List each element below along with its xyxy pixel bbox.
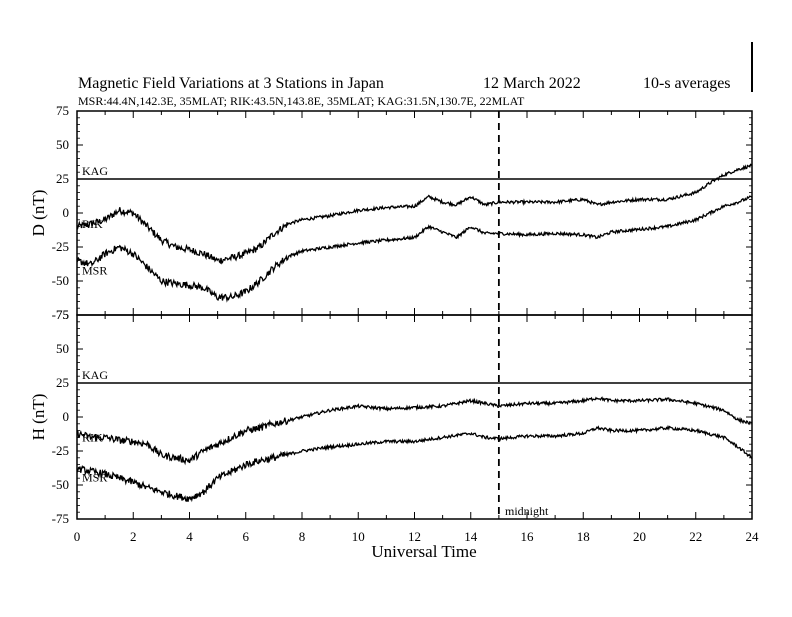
h-series-label-kag: KAG [82, 368, 108, 382]
h-ytick-label: -75 [52, 511, 69, 526]
d-series-label-rik: RIK [82, 217, 103, 231]
d-ytick-label: -50 [52, 273, 69, 288]
d-series-label-kag: KAG [82, 164, 108, 178]
x-tick-label: 22 [689, 529, 702, 544]
x-tick-label: 24 [746, 529, 760, 544]
chart-averaging: 10-s averages [643, 75, 731, 92]
chart-marks: 75 50 25 0 -25 -50 -75 KAG RIK MSR 75 50 25 0 -25 -50 -7… [52, 103, 759, 544]
midnight-label: midnight [505, 504, 549, 518]
x-tick-label: 0 [74, 529, 81, 544]
d-ytick-label: 50 [56, 137, 69, 152]
x-tick-label: 6 [243, 529, 250, 544]
h-ytick-label: 25 [56, 375, 69, 390]
x-tick-label: 2 [130, 529, 137, 544]
d-series-label-msr: MSR [82, 264, 107, 278]
h-series-label-msr: MSR [82, 470, 107, 484]
d-axis-title: D (nT) [29, 190, 48, 237]
x-tick-label: 12 [408, 529, 421, 544]
x-tick-label: 14 [464, 529, 478, 544]
h-ytick-label: -25 [52, 443, 69, 458]
chart-title: Magnetic Field Variations at 3 Stations … [78, 75, 384, 92]
x-tick-label: 8 [299, 529, 306, 544]
x-tick-label: 10 [352, 529, 365, 544]
h-series-line-msr [76, 424, 753, 503]
d-ytick-label: 25 [56, 171, 69, 186]
d-ytick-label: -25 [52, 239, 69, 254]
x-tick-label: 16 [521, 529, 535, 544]
d-ytick-label: 0 [63, 205, 70, 220]
d-ytick-label: -75 [52, 307, 69, 322]
h-ytick-label: -50 [52, 477, 69, 492]
h-ytick-label: 50 [56, 341, 69, 356]
d-ytick-label: 75 [56, 103, 69, 118]
x-tick-label: 18 [577, 529, 590, 544]
h-axis-title: H (nT) [29, 394, 48, 441]
chart-date: 12 March 2022 [483, 75, 581, 92]
d-series-line-rik [76, 163, 753, 265]
h-series-label-rik: RIK [82, 430, 103, 444]
x-axis-title: Universal Time [371, 542, 476, 561]
h-panel-frame [76, 314, 753, 520]
d-series-line-msr [76, 195, 753, 303]
h-ytick-label: 75 [56, 307, 69, 322]
x-tick-label: 20 [633, 529, 646, 544]
station-coordinates: MSR:44.4N,142.3E, 35MLAT; RIK:43.5N,143.… [78, 94, 525, 108]
h-ytick-label: 0 [63, 409, 70, 424]
x-tick-label: 4 [186, 529, 193, 544]
h-series-line-rik [76, 396, 752, 466]
